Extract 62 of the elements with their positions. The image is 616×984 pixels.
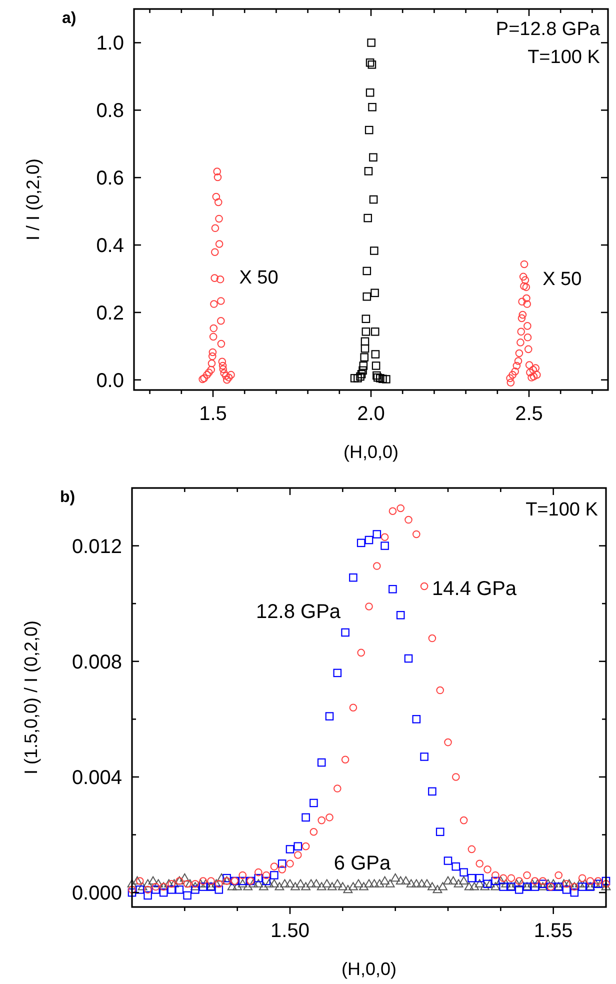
x-tick-label: 2.0 xyxy=(357,403,385,425)
y-tick-label: 0.4 xyxy=(96,235,124,258)
y-tick-label: 0.6 xyxy=(96,168,124,190)
point xyxy=(364,167,373,176)
point xyxy=(373,373,382,382)
chart-title: b) xyxy=(60,489,76,506)
y-tick-label: 0.8 xyxy=(96,100,124,122)
y-tick-label: 0.008 xyxy=(72,651,122,674)
point xyxy=(367,38,376,47)
point xyxy=(360,344,370,353)
point xyxy=(359,362,368,370)
point xyxy=(370,288,379,298)
point xyxy=(366,88,374,97)
annotation: X 50 xyxy=(239,267,278,288)
point xyxy=(370,328,380,336)
point xyxy=(369,195,378,204)
point xyxy=(356,372,364,381)
x-tick-label: 1.55 xyxy=(534,920,573,942)
annotation: T=100 K xyxy=(526,500,598,521)
point xyxy=(364,214,372,222)
point xyxy=(370,246,378,255)
point xyxy=(360,337,370,346)
point xyxy=(357,370,366,378)
point xyxy=(372,371,381,380)
point xyxy=(382,375,390,384)
series-label: 6 GPa xyxy=(334,852,392,874)
x-axis-title: (H,0,0) xyxy=(341,959,397,979)
point xyxy=(371,350,380,358)
point xyxy=(372,362,380,370)
point xyxy=(369,153,378,162)
y-tick-label: 0.2 xyxy=(96,302,124,324)
y-axis-title: I (1.5,0,0) / I (0,2,0) xyxy=(21,620,41,775)
y-axis-title: I / I (0,2,0) xyxy=(23,158,43,241)
point xyxy=(350,374,359,382)
x-tick-label: 2.5 xyxy=(515,403,543,425)
x-axis-title: (H,0,0) xyxy=(343,442,399,462)
y-tick-label: 0.000 xyxy=(72,882,122,905)
y-tick-label: 0.012 xyxy=(72,536,122,558)
point xyxy=(354,374,362,382)
point xyxy=(362,314,370,324)
point xyxy=(362,328,370,336)
annotation: T=100 K xyxy=(528,47,600,68)
annotation: P=12.8 GPa xyxy=(496,18,600,40)
annotation: X 50 xyxy=(542,269,582,290)
point xyxy=(366,58,374,67)
y-tick-label: 1.0 xyxy=(96,32,124,55)
y-tick-label: 0.004 xyxy=(72,766,122,789)
point xyxy=(360,353,369,362)
point xyxy=(376,374,384,382)
point xyxy=(362,266,372,276)
point xyxy=(368,60,376,69)
point xyxy=(368,102,376,112)
x-tick-label: 1.5 xyxy=(199,403,227,425)
series-label: 14.4 GPa xyxy=(432,578,518,600)
point xyxy=(378,374,387,384)
y-tick-label: 0.0 xyxy=(96,370,124,392)
point xyxy=(358,366,367,375)
series-label: 12.8 GPa xyxy=(256,600,342,623)
point xyxy=(362,292,372,301)
point xyxy=(364,126,374,134)
chart-title: a) xyxy=(62,10,76,27)
x-tick-label: 1.50 xyxy=(270,920,310,942)
